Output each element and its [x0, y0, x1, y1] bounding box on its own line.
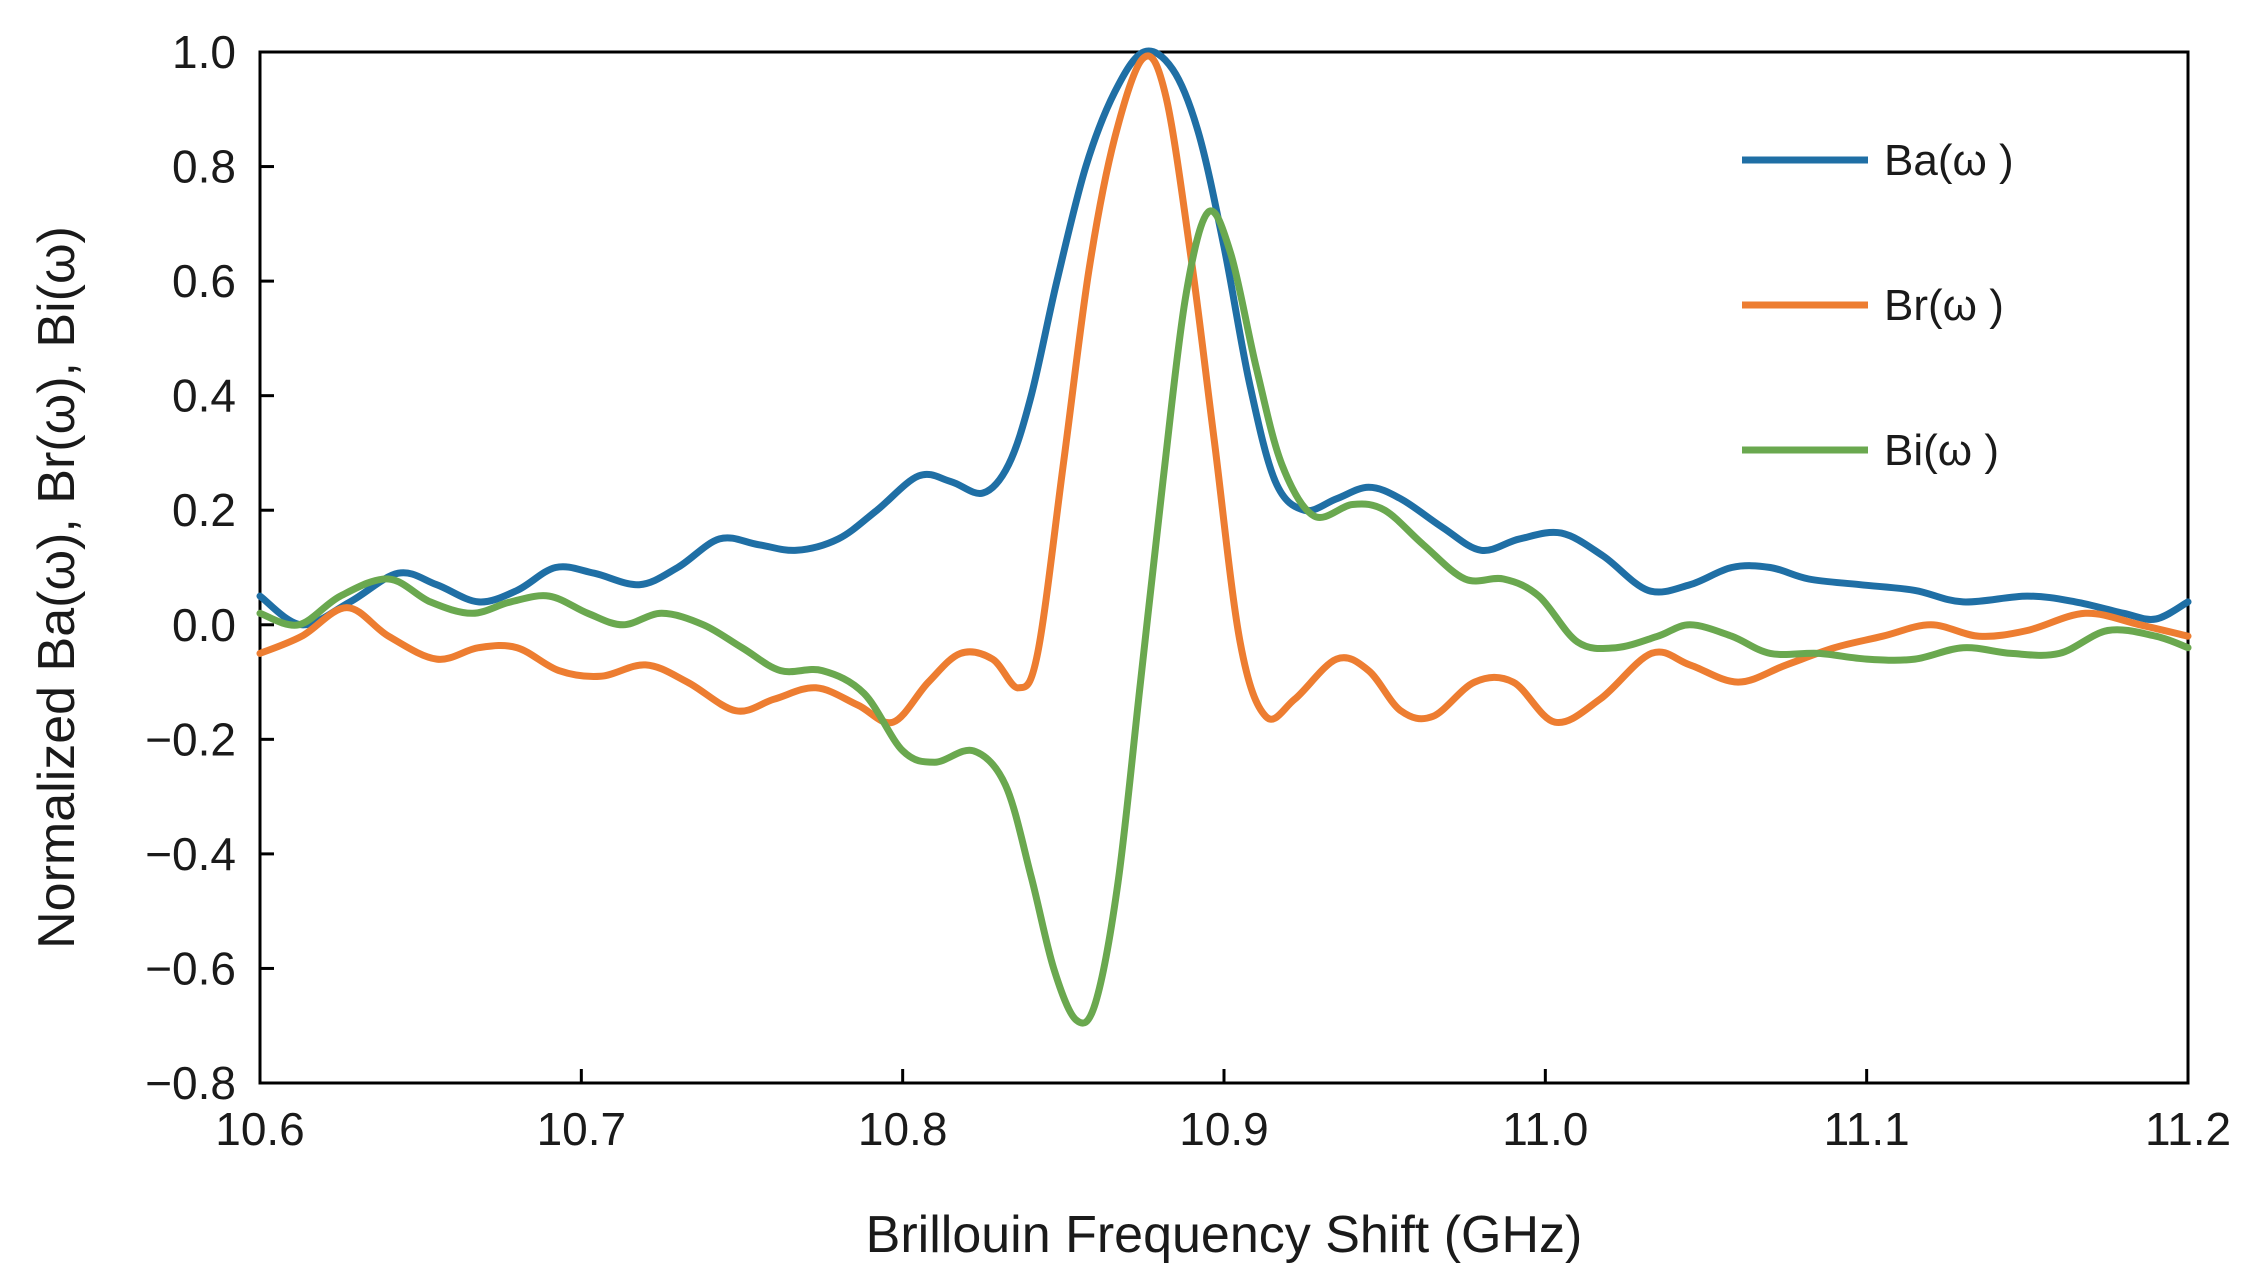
axes-layer: 10.6 10.7 10.8 10.9 11.0 11.1 11.2 1.0 0.8 0.6 0.4…	[145, 26, 2231, 1155]
y-tick-label: −0.6	[145, 942, 236, 994]
x-tick-label: 10.9	[1179, 1103, 1269, 1155]
legend-label-3: Bi(ω )	[1884, 426, 1999, 475]
x-tick-label: 11.2	[2145, 1103, 2231, 1155]
series-line-3	[256, 207, 2192, 1027]
x-tick-label: 10.6	[215, 1103, 305, 1155]
x-axis-title: Brillouin Frequency Shift (GHz)	[866, 1206, 1583, 1264]
y-tick-label: 0.6	[172, 255, 236, 307]
y-tick-label: 0.4	[172, 370, 236, 422]
series-line-1	[256, 47, 2192, 629]
y-tick-label: 0.8	[172, 141, 236, 193]
y-tick-label: −0.2	[145, 713, 236, 765]
legend-label-1: Ba(ω )	[1884, 136, 2014, 185]
y-tick-label: −0.4	[145, 828, 236, 880]
y-axis-title: Normalized Ba(ω), Br(ω), Bi(ω)	[28, 226, 86, 949]
y-tick-label: −0.8	[145, 1057, 236, 1109]
x-tick-label: 11.1	[1824, 1103, 1910, 1155]
series-line-2	[256, 52, 2192, 727]
y-tick-label: 1.0	[172, 26, 236, 78]
x-tick-label: 10.8	[858, 1103, 948, 1155]
y-tick-label: 0.0	[172, 599, 236, 651]
series-layer	[256, 47, 2192, 1027]
y-tick-label: 0.2	[172, 484, 236, 536]
x-tick-label: 10.7	[537, 1103, 627, 1155]
legend: Ba(ω ) Br(ω ) Bi(ω )	[1742, 136, 2014, 475]
x-tick-label: 11.0	[1502, 1103, 1588, 1155]
legend-label-2: Br(ω )	[1884, 281, 2004, 330]
